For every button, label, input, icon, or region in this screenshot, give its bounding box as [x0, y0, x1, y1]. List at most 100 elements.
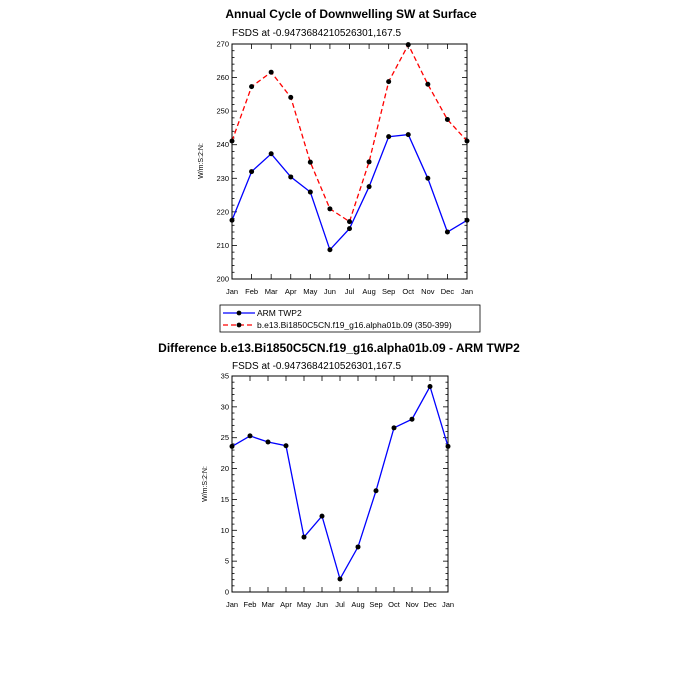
data-point: [355, 544, 361, 550]
x-tick-label: Jun: [324, 287, 336, 296]
x-tick-label: Aug: [351, 600, 364, 609]
data-point: [283, 443, 289, 449]
y-tick-label: 30: [221, 402, 229, 411]
y-axis-label: W/m:S:2:N:: [198, 143, 205, 179]
x-tick-label: Sep: [382, 287, 395, 296]
data-point: [288, 174, 294, 180]
x-tick-label: Dec: [423, 600, 437, 609]
y-tick-label: 35: [221, 372, 229, 381]
y-tick-label: 25: [221, 433, 229, 442]
x-tick-label: Mar: [265, 287, 278, 296]
x-tick-label: May: [297, 600, 311, 609]
data-series: [229, 42, 470, 253]
data-point: [307, 189, 313, 195]
data-point: [386, 79, 392, 85]
chart-subtitle: FSDS at -0.9473684210526301,167.5: [232, 361, 401, 372]
data-series: [229, 383, 451, 582]
data-point: [409, 416, 415, 422]
x-tick-label: Feb: [245, 287, 258, 296]
data-point: [265, 439, 271, 445]
data-point: [249, 84, 255, 90]
axis-ticks: 200 210 220 230 240 250 260 270 Jan Feb Mar Apr May J…: [216, 40, 473, 297]
data-point: [268, 151, 274, 157]
y-tick-label: 15: [221, 495, 229, 504]
data-point: [427, 383, 433, 389]
y-tick-label: 230: [216, 174, 229, 183]
x-tick-label: Nov: [421, 287, 435, 296]
series-line-0: [231, 133, 468, 252]
data-point: [405, 132, 411, 138]
data-point: [464, 138, 470, 144]
y-tick-label: 250: [216, 107, 229, 116]
series-line-1: [231, 43, 468, 223]
x-tick-label: Nov: [405, 600, 419, 609]
data-point: [307, 159, 313, 165]
x-tick-label: Oct: [388, 600, 401, 609]
data-point: [347, 219, 352, 225]
x-tick-label: May: [303, 287, 317, 296]
data-point: [229, 443, 235, 449]
data-point: [301, 534, 307, 540]
x-tick-label: Aug: [362, 287, 375, 296]
y-tick-label: 20: [221, 464, 229, 473]
y-tick-label: 240: [216, 140, 229, 149]
data-point: [386, 134, 392, 140]
x-tick-label: Mar: [262, 600, 275, 609]
data-point: [319, 513, 325, 519]
y-axis-label: W/m:S:2:N:: [202, 466, 209, 502]
y-tick-label: 210: [216, 241, 229, 250]
x-tick-label: Dec: [441, 287, 455, 296]
data-point: [366, 159, 372, 165]
legend-box: [219, 304, 481, 333]
legend: ARM TWP2 b.e13.Bi1850C5CN.f19_g16.alpha0…: [219, 304, 481, 333]
data-point: [373, 488, 379, 494]
series-line-0: [231, 384, 449, 581]
y-tick-label: 10: [221, 526, 229, 535]
chart-title: Difference b.e13.Bi1850C5CN.f19_g16.alph…: [158, 341, 520, 355]
data-point: [337, 576, 343, 582]
data-point: [425, 175, 431, 181]
data-point: [444, 117, 450, 123]
data-point: [366, 184, 372, 190]
data-point: [229, 138, 235, 144]
chart-title: Annual Cycle of Downwelling SW at Surfac…: [225, 7, 477, 21]
x-tick-label: Oct: [402, 287, 415, 296]
y-tick-label: 220: [216, 207, 229, 216]
x-tick-label: Feb: [244, 600, 257, 609]
x-tick-label: Jul: [335, 600, 345, 609]
data-point: [249, 169, 255, 175]
data-point: [247, 433, 253, 439]
data-point: [445, 443, 451, 449]
axis-ticks: 0 5 10 15 20 25 30 35 Jan Feb Mar Apr May Jun Jul Aug Se…: [221, 372, 454, 610]
y-tick-label: 200: [216, 275, 229, 284]
x-tick-label: Jan: [442, 600, 454, 609]
plot-frame: [231, 43, 468, 280]
y-tick-label: 5: [225, 557, 229, 566]
chart-subtitle: FSDS at -0.9473684210526301,167.5: [232, 28, 401, 39]
plot-frame: [231, 375, 449, 593]
data-point: [327, 247, 333, 253]
legend-label-arm: ARM TWP2: [257, 308, 302, 318]
data-point: [391, 425, 397, 431]
x-tick-label: Jun: [316, 600, 328, 609]
y-tick-label: 270: [216, 40, 229, 49]
data-point: [268, 69, 274, 75]
data-point: [405, 42, 411, 48]
x-tick-label: Jan: [226, 600, 238, 609]
x-tick-label: Jul: [345, 287, 355, 296]
data-point: [347, 226, 352, 232]
y-tick-label: 260: [216, 73, 229, 82]
legend-label-model: b.e13.Bi1850C5CN.f19_g16.alpha01b.09 (35…: [257, 320, 452, 330]
data-point: [464, 217, 470, 223]
x-tick-label: Apr: [280, 600, 292, 609]
difference-panel: Difference b.e13.Bi1850C5CN.f19_g16.alph…: [158, 341, 520, 609]
x-tick-label: Apr: [285, 287, 297, 296]
legend-marker-arm: [236, 310, 242, 316]
data-point: [229, 217, 235, 223]
x-tick-label: Sep: [369, 600, 382, 609]
data-point: [327, 206, 333, 212]
data-point: [444, 229, 450, 235]
legend-marker-model: [236, 322, 242, 328]
x-tick-label: Jan: [226, 287, 238, 296]
